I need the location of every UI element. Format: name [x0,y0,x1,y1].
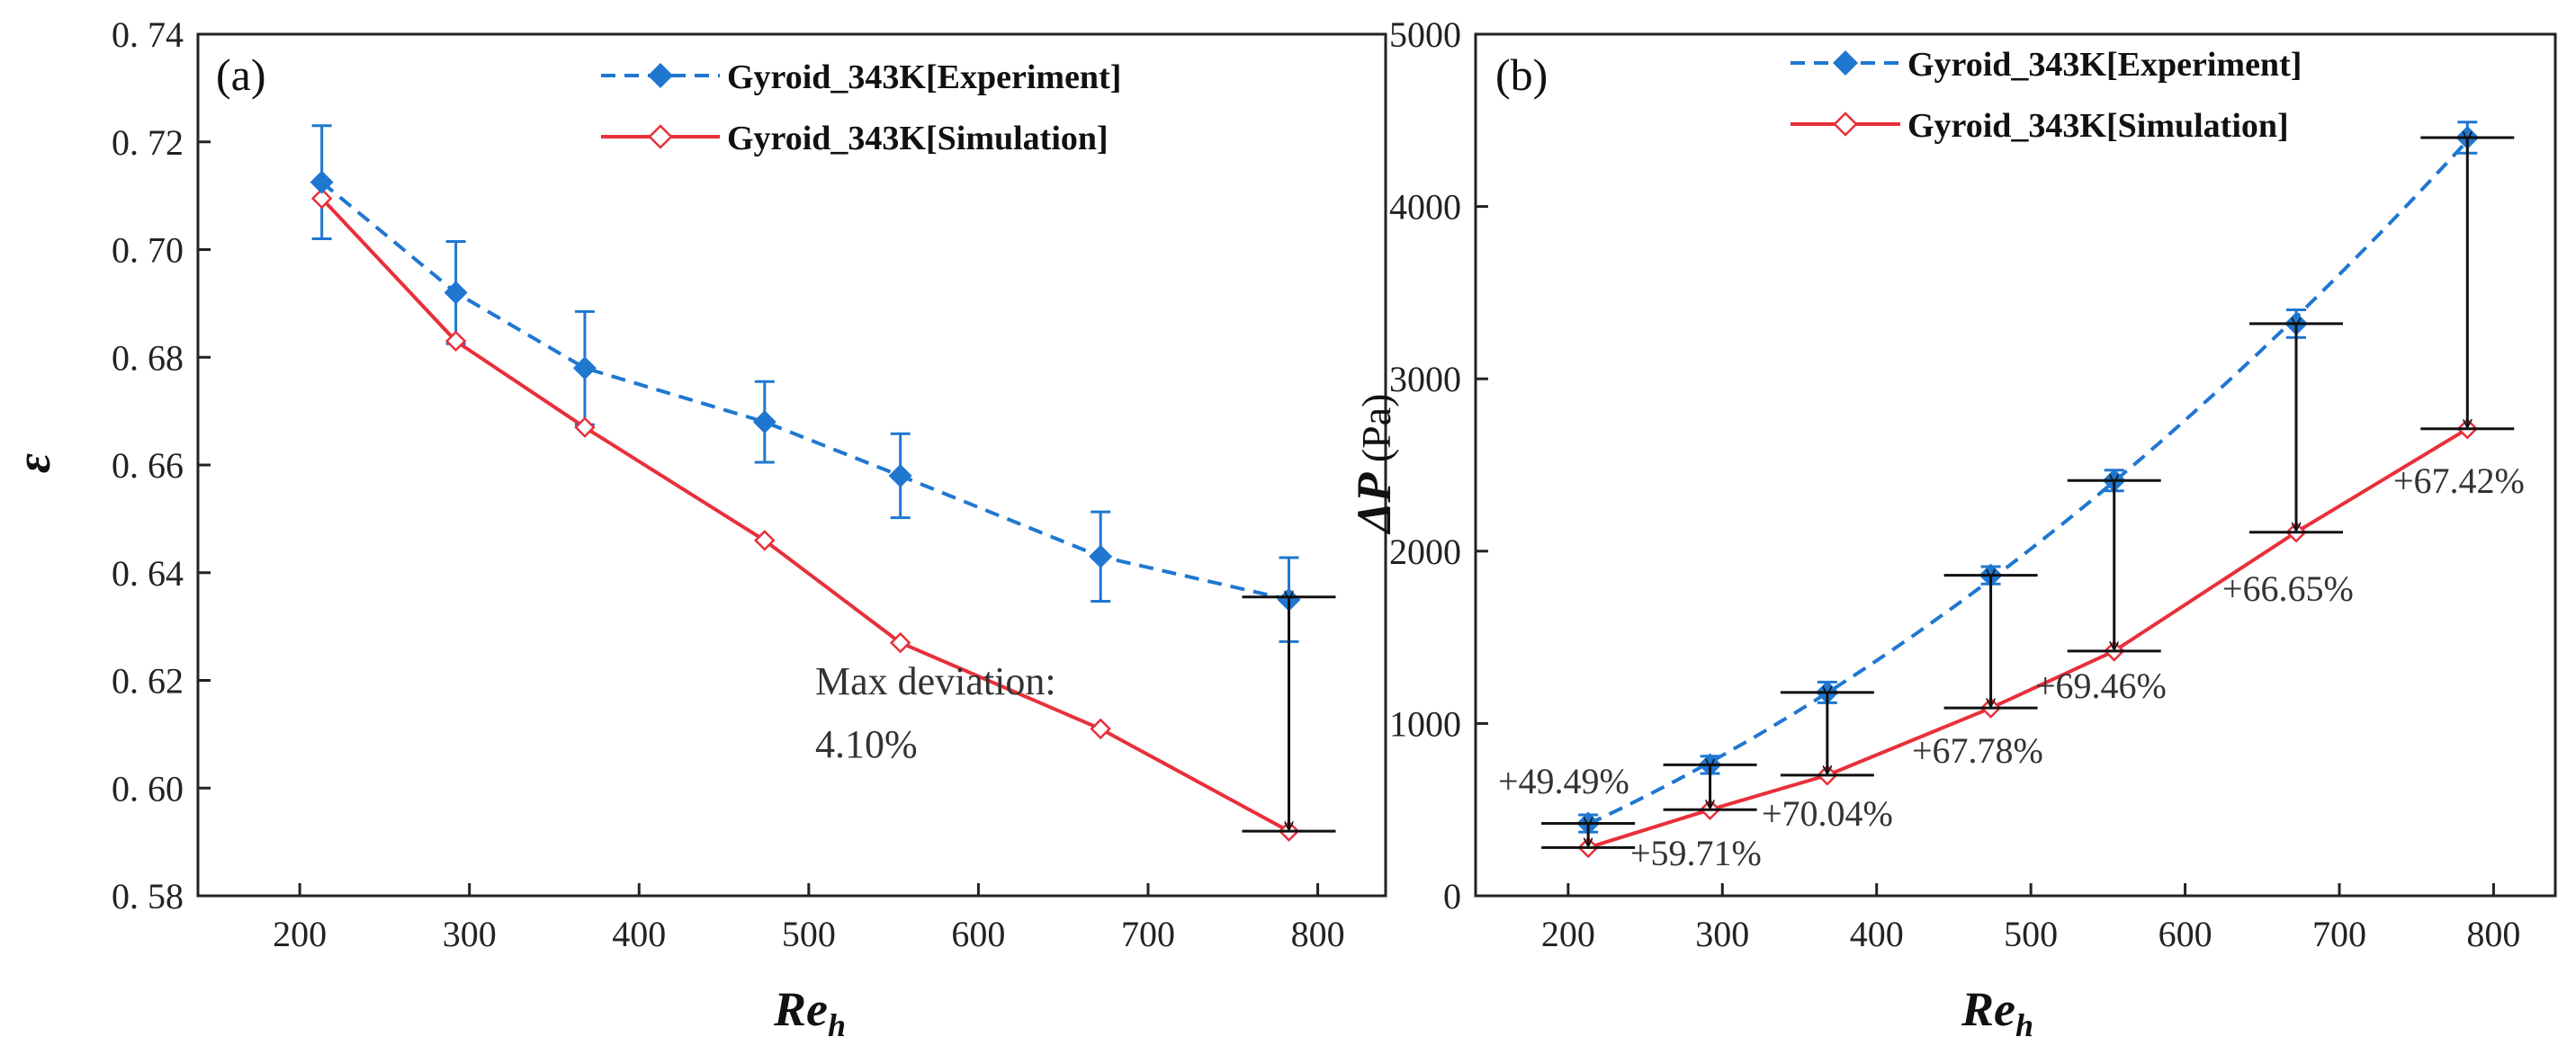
panel-b-legend-experiment-marker [1833,50,1858,76]
panel-a-legend-simulation-label: Gyroid_343K[Simulation] [727,120,1108,157]
panel-b-legend: Gyroid_343K[Experiment] Gyroid_343K[Simu… [1791,46,2302,145]
panel-b-y-tick-label: 4000 [1389,187,1461,228]
panel-a-x-axis-title: Reh [773,982,846,1043]
panel-b-x-tick-label: 300 [1695,914,1749,954]
panel-b-plot-frame [1474,32,2557,898]
panel-b-x-tick-label: 700 [2312,914,2366,954]
panel-a-y-tick-label: 0. 60 [112,768,184,809]
panel-a-experiment-series-line [320,181,1289,602]
panel-b-deviation-label: +69.46% [2035,666,2167,706]
panel-a-x-axis-title-subscript: h [828,1007,846,1043]
panel-a-experiment-point [752,410,776,434]
panel-b-deviation-label: +67.42% [2393,460,2525,501]
panel-a-x-tick-label: 600 [951,914,1005,954]
panel-b-label: (b) [1495,49,1548,100]
panel-a-legend: Gyroid_343K[Experiment] Gyroid_343K[Simu… [601,58,1121,157]
panel-b-y-axis-title-main: ΔP [1347,472,1401,535]
panel-a-plot-frame [196,32,1387,898]
panel-a-y-tick-label: 0. 66 [112,445,184,486]
panel-b-deviation-label: +66.65% [2222,568,2354,609]
panel-a-data-layer [310,124,1336,842]
panel-a-y-tick-label: 0. 58 [112,876,184,916]
panel-a-y-tick-label: 0. 68 [112,337,184,378]
panel-b-x-axis-title-main: Re [1961,982,2015,1036]
panel-a-y-axis-title: ε [6,453,60,473]
panel-b-y-axis-title: ΔP (Pa) [1347,394,1401,535]
panel-b-deviation-label: +70.04% [1762,793,1893,834]
panel-a-simulation-point [574,416,596,438]
panel-b-x-axis-title: Reh [1961,982,2033,1043]
panel-b-x-axis-title-subscript: h [2015,1007,2033,1043]
panel-b-deviation-label: +67.78% [1912,730,2043,771]
panel-b-y-tick-label: 0 [1443,876,1461,916]
panel-b-x-tick-label: 600 [2159,914,2212,954]
panel-b-y-tick-label: 3000 [1389,359,1461,399]
panel-a-x-ticks: 200 300 400 500 600 700 800 [273,883,1345,954]
panel-a-experiment-point [888,463,912,487]
panel-b-legend-simulation-label: Gyroid_343K[Simulation] [1907,107,2289,145]
panel-a-x-tick-label: 500 [782,914,836,954]
panel-a-y-tick-label: 0. 74 [112,14,184,55]
panel-a-simulation-point [754,530,776,551]
panel-a-experiment-point [1089,544,1113,568]
panel-a-simulation-point [444,330,467,353]
panel-b-x-tick-label: 200 [1541,914,1595,954]
panel-b-experiment-series-line [1587,139,2469,827]
panel-a-y-tick-label: 0. 62 [112,661,184,702]
panel-a-annotation-line-2: 4.10% [815,722,918,766]
panel-b-deviation-label: +49.49% [1498,761,1629,801]
panel-b-x-tick-label: 400 [1850,914,1904,954]
chart-panel-a: 0. 58 0. 60 0. 62 0. 64 0. 66 0. 68 0. 70 0. 72… [6,14,1387,1043]
panel-b-legend-experiment-label: Gyroid_343K[Experiment] [1907,46,2302,84]
panel-a-legend-experiment-label: Gyroid_343K[Experiment] [727,58,1121,96]
panel-b-x-tick-label: 800 [2466,914,2520,954]
panel-b-y-tick-label: 1000 [1389,703,1461,744]
panel-b-y-tick-label: 5000 [1389,14,1461,55]
panel-b-y-axis-unit: (Pa) [1353,394,1399,473]
panel-a-y-ticks: 0. 58 0. 60 0. 62 0. 64 0. 66 0. 68 0. 70 0. 72… [112,14,211,916]
panel-a-y-tick-label: 0. 70 [112,230,184,271]
panel-a-simulation-point [1090,718,1111,740]
panel-a-legend-experiment-marker [648,63,673,88]
panel-b-simulation-series-line [1587,427,2469,850]
chart-panel-b: +49.49%+59.71%+70.04% +67.78% +69.46% +66.6… [1347,14,2557,1043]
panel-b-x-ticks: 200 300 400 500 600 700 800 [1541,883,2520,954]
panel-a-experiment-point [310,170,334,194]
panel-a-y-tick-label: 0. 64 [112,553,184,594]
panel-a-simulation-point [310,187,333,210]
panel-a-experiment-point [444,281,468,305]
panel-a-x-tick-label: 200 [273,914,327,954]
panel-a-x-axis-title-main: Re [773,982,828,1036]
panel-b-y-tick-label: 2000 [1389,532,1461,572]
panel-b-legend-simulation-marker [1833,112,1858,137]
panel-a-legend-simulation-marker [648,124,673,149]
panel-a-x-tick-label: 400 [612,914,666,954]
panel-a-y-tick-label: 0. 72 [112,122,184,163]
panel-a-experiment-point [572,356,597,380]
panel-a-annotation-line-1: Max deviation: [815,659,1056,703]
panel-a-x-tick-label: 700 [1121,914,1175,954]
panel-a-simulation-point [889,631,911,654]
panel-a-x-tick-label: 300 [443,914,497,954]
panel-a-label: (a) [216,49,266,100]
panel-b-data-layer: +49.49%+59.71%+70.04% +67.78% +69.46% +66.6… [1498,121,2525,873]
panel-b-x-tick-label: 500 [2004,914,2058,954]
panel-b-deviation-label: +59.71% [1630,833,1762,873]
panel-a-simulation-series-line [320,197,1290,833]
panel-a-x-tick-label: 800 [1291,914,1345,954]
panel-b-y-ticks: 0 1000 2000 3000 4000 5000 [1389,14,1488,916]
